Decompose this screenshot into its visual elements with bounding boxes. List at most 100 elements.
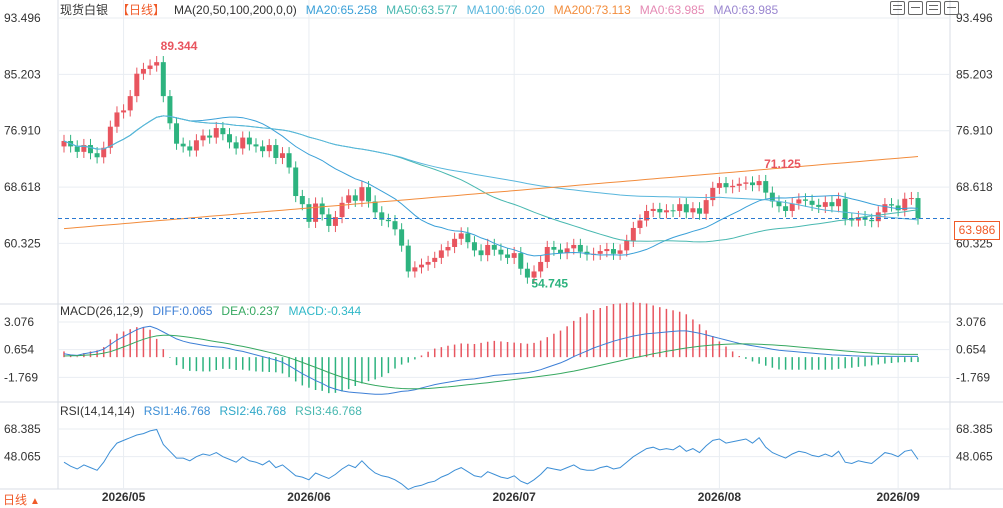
candle-body bbox=[749, 182, 755, 186]
candle-body bbox=[756, 181, 762, 186]
price-tick-label-right: 68.618 bbox=[956, 180, 993, 194]
candle-body bbox=[869, 219, 875, 222]
candle-body bbox=[465, 233, 471, 243]
candle-body bbox=[167, 96, 173, 124]
candle-body bbox=[74, 146, 80, 152]
candle-body bbox=[134, 73, 140, 97]
candle-body bbox=[326, 214, 332, 226]
candle-body bbox=[180, 143, 186, 147]
rsi1-value: RSI1:46.768 bbox=[143, 404, 211, 418]
expand-icon[interactable] bbox=[944, 1, 959, 15]
candle-body bbox=[154, 62, 160, 66]
candle-body bbox=[816, 204, 822, 207]
rsi-tick-label-right: 68.385 bbox=[956, 422, 993, 436]
candle-body bbox=[485, 244, 491, 256]
macd-dea-value: DEA:0.237 bbox=[221, 304, 280, 318]
candle-body bbox=[438, 250, 444, 258]
main-legend: 现货白银 【日线】 MA(20,50,100,200,0,0) MA20:65.… bbox=[60, 1, 778, 18]
x-tick-label: 2026/05 bbox=[102, 490, 146, 504]
candle-body bbox=[121, 110, 127, 113]
price-tick-label-right: 76.910 bbox=[956, 124, 993, 138]
candle-body bbox=[505, 254, 511, 258]
candle-body bbox=[597, 251, 603, 254]
ma-value-5: MA0:63.985 bbox=[713, 2, 779, 17]
rsi-tick-label-left: 68.385 bbox=[4, 422, 41, 436]
candle-body bbox=[319, 203, 325, 215]
candlestick-series bbox=[61, 56, 921, 284]
period-switcher[interactable]: 日线 ▲ bbox=[3, 491, 40, 508]
macd-dea-line bbox=[63, 334, 918, 390]
rsi-tick-label-left: 48.065 bbox=[4, 450, 41, 464]
candle-body bbox=[266, 145, 272, 152]
low-annotation: 54.745 bbox=[531, 276, 568, 290]
macd-tick-label-left: 3.076 bbox=[4, 315, 34, 329]
candle-body bbox=[498, 249, 504, 255]
candle-body bbox=[716, 183, 722, 188]
candle-body bbox=[743, 182, 749, 184]
price-tick-label-left: 60.325 bbox=[4, 236, 41, 250]
candle-body bbox=[273, 145, 279, 158]
price-tick-label-left: 93.496 bbox=[4, 11, 41, 25]
ma-value-0: MA20:65.258 bbox=[305, 2, 378, 17]
rsi-tick-label-right: 48.065 bbox=[956, 450, 993, 464]
triangle-up-icon: ▲ bbox=[30, 496, 40, 507]
ma50-line bbox=[63, 115, 919, 243]
macd-tick-label-right: -1.769 bbox=[956, 370, 990, 384]
candle-body bbox=[783, 206, 789, 211]
candle-body bbox=[617, 250, 623, 254]
ma-settings-label[interactable]: MA(20,50,100,200,0,0) bbox=[174, 2, 297, 17]
candle-body bbox=[604, 249, 610, 252]
candle-body bbox=[140, 68, 146, 74]
rsi3-value: RSI3:46.768 bbox=[295, 404, 362, 418]
candle-body bbox=[392, 221, 398, 230]
candle-body bbox=[432, 257, 438, 262]
rsi-legend: RSI(14,14,14) RSI1:46.768 RSI2:46.768 RS… bbox=[60, 404, 362, 418]
candle-body bbox=[610, 249, 616, 254]
candle-body bbox=[286, 153, 292, 168]
price-tick-label-left: 85.203 bbox=[4, 67, 41, 81]
candle-body bbox=[366, 187, 372, 202]
period-label[interactable]: 【日线】 bbox=[117, 3, 166, 17]
candle-body bbox=[87, 145, 93, 154]
candle-body bbox=[630, 227, 636, 241]
candle-body bbox=[306, 204, 312, 222]
layout-icon[interactable] bbox=[908, 1, 923, 15]
candle-body bbox=[564, 248, 570, 254]
chart-icon[interactable] bbox=[890, 1, 905, 15]
candle-body bbox=[882, 204, 888, 213]
candle-body bbox=[558, 249, 564, 254]
ma200-line bbox=[63, 156, 919, 230]
candle-body bbox=[491, 244, 497, 250]
candle-body bbox=[332, 217, 338, 226]
candle-body bbox=[227, 134, 233, 143]
candle-body bbox=[637, 220, 643, 228]
candle-body bbox=[809, 200, 815, 205]
x-tick-label: 2026/08 bbox=[698, 490, 742, 504]
candle-body bbox=[418, 264, 424, 268]
ma-value-3: MA200:73.113 bbox=[553, 2, 631, 17]
candle-body bbox=[174, 123, 180, 144]
candle-body bbox=[94, 153, 100, 158]
candle-body bbox=[61, 140, 67, 147]
candle-body bbox=[875, 212, 881, 222]
macd-tick-label-right: 0.654 bbox=[956, 343, 986, 357]
settings-icon[interactable] bbox=[926, 1, 941, 15]
macd-label[interactable]: MACD(26,12,9) bbox=[60, 304, 144, 318]
candle-body bbox=[127, 96, 133, 111]
candle-body bbox=[193, 140, 199, 151]
candle-body bbox=[789, 203, 795, 211]
price-tick-label-left: 68.618 bbox=[4, 180, 41, 194]
candle-body bbox=[101, 147, 107, 158]
price-tick-label-right: 85.203 bbox=[956, 67, 993, 81]
candle-body bbox=[81, 145, 87, 152]
candle-body bbox=[207, 135, 213, 138]
candle-body bbox=[889, 204, 895, 206]
rsi2-value: RSI2:46.768 bbox=[219, 404, 287, 418]
candle-body bbox=[478, 250, 484, 256]
ma100-line bbox=[63, 115, 919, 221]
x-tick-label: 2026/07 bbox=[492, 490, 536, 504]
candle-body bbox=[644, 210, 650, 221]
current-price-value: 63.986 bbox=[958, 223, 996, 237]
rsi-label[interactable]: RSI(14,14,14) bbox=[60, 404, 135, 418]
candle-body bbox=[511, 253, 517, 258]
